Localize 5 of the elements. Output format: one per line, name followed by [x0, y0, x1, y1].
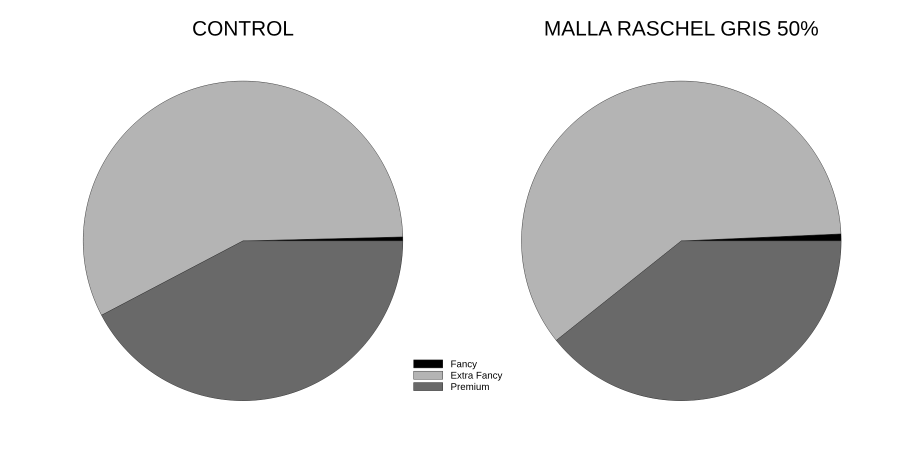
legend-label: Premium: [451, 382, 489, 390]
chart-title: MALLA RASCHEL GRIS 50%: [546, 20, 818, 36]
chart-title: CONTROL: [193, 20, 294, 36]
legend-label: Fancy: [451, 360, 477, 370]
legend-label: Extra Fancy: [451, 372, 502, 381]
